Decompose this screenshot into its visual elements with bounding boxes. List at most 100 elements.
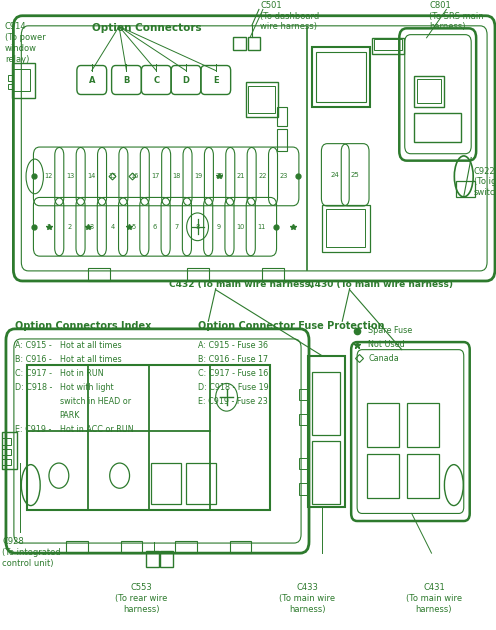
Bar — [308, 356, 345, 507]
Text: 3: 3 — [89, 224, 93, 230]
Text: 13: 13 — [66, 173, 74, 180]
Text: 20: 20 — [215, 173, 224, 180]
Bar — [312, 372, 340, 435]
Bar — [8, 84, 13, 89]
Text: D: C918 -: D: C918 - — [15, 383, 53, 392]
Text: Hot at all times: Hot at all times — [60, 355, 121, 364]
Text: 19: 19 — [194, 173, 202, 180]
Bar — [27, 365, 270, 510]
Bar — [175, 541, 197, 553]
Bar — [248, 37, 260, 50]
Text: C: C917 - Fuse 16: C: C917 - Fuse 16 — [198, 369, 269, 378]
Text: E: C919 -: E: C919 - — [15, 425, 52, 433]
Bar — [312, 47, 370, 107]
Text: C801
(To SRS main
harness): C801 (To SRS main harness) — [429, 1, 484, 31]
Text: 15: 15 — [109, 173, 117, 180]
Text: B: C916 - Fuse 17: B: C916 - Fuse 17 — [198, 355, 268, 364]
Text: E: E — [213, 76, 219, 84]
Text: C432 (To main wire harness): C432 (To main wire harness) — [169, 280, 314, 289]
Bar — [407, 454, 439, 498]
Text: 1: 1 — [47, 224, 51, 230]
Text: E: C919 - Fuse 23: E: C919 - Fuse 23 — [198, 397, 268, 406]
Bar — [277, 107, 287, 126]
Text: C922
(To ignition
switch): C922 (To ignition switch) — [474, 167, 496, 197]
Bar — [322, 205, 370, 252]
Text: Option Connector Fuse Protection: Option Connector Fuse Protection — [198, 321, 385, 331]
Text: 21: 21 — [237, 173, 245, 180]
Text: 12: 12 — [45, 173, 53, 180]
Bar — [2, 449, 11, 455]
Text: 18: 18 — [173, 173, 181, 180]
Bar — [8, 75, 13, 81]
Bar — [262, 268, 284, 281]
Bar — [299, 414, 308, 425]
Text: Canada: Canada — [368, 354, 399, 363]
Bar — [246, 82, 278, 117]
Text: B: B — [124, 76, 129, 84]
Text: A: C915 - Fuse 36: A: C915 - Fuse 36 — [198, 341, 268, 350]
Text: C: C — [153, 76, 159, 84]
Bar — [12, 63, 35, 98]
Text: Option Connectors Index: Option Connectors Index — [15, 321, 151, 331]
Bar — [146, 551, 159, 567]
Text: Hot in RUN: Hot in RUN — [60, 369, 103, 378]
Text: 17: 17 — [151, 173, 160, 180]
Text: C433
(To main wire
harness): C433 (To main wire harness) — [279, 583, 336, 614]
Bar — [326, 209, 365, 247]
Bar — [66, 541, 88, 553]
Text: 22: 22 — [258, 173, 266, 180]
Text: Hot at all times: Hot at all times — [60, 341, 121, 350]
Bar — [2, 438, 11, 445]
Bar — [12, 69, 30, 91]
Bar — [417, 79, 441, 103]
Text: 24: 24 — [331, 172, 340, 178]
Bar — [2, 432, 17, 469]
Text: switch in HEAD or: switch in HEAD or — [60, 397, 130, 406]
Text: 23: 23 — [280, 173, 288, 180]
Bar — [248, 86, 275, 113]
Bar — [414, 113, 461, 142]
Text: 7: 7 — [174, 224, 179, 230]
Text: C914
(To power
window
relay): C914 (To power window relay) — [5, 22, 46, 64]
Bar — [374, 39, 402, 50]
Text: 16: 16 — [130, 173, 138, 180]
Text: 4: 4 — [110, 224, 115, 230]
Bar — [316, 52, 366, 102]
Text: C501
(To dashboard
wire harness): C501 (To dashboard wire harness) — [260, 1, 319, 31]
Text: B: C916 -: B: C916 - — [15, 355, 52, 364]
Bar — [187, 268, 209, 281]
Text: 10: 10 — [236, 224, 245, 230]
Bar — [233, 37, 246, 50]
Text: Option Connectors: Option Connectors — [92, 23, 201, 33]
Text: A: A — [88, 76, 95, 84]
Text: 9: 9 — [217, 224, 221, 230]
Text: Hot with light: Hot with light — [60, 383, 113, 392]
Text: 14: 14 — [87, 173, 96, 180]
Text: D: D — [183, 76, 189, 84]
Bar — [367, 403, 399, 447]
Text: PARK: PARK — [60, 411, 80, 420]
Bar — [299, 389, 308, 400]
Text: Hot in ACC or RUN: Hot in ACC or RUN — [60, 425, 133, 433]
Text: C928
(To integrated
control unit): C928 (To integrated control unit) — [2, 537, 61, 568]
Text: 25: 25 — [351, 172, 360, 178]
Text: 8: 8 — [195, 224, 200, 230]
Text: D: C918 - Fuse 19: D: C918 - Fuse 19 — [198, 383, 269, 392]
Bar — [160, 551, 173, 567]
Bar — [151, 463, 181, 504]
Bar — [367, 454, 399, 498]
Bar — [299, 458, 308, 469]
Bar — [2, 459, 11, 465]
Text: 6: 6 — [153, 224, 157, 230]
Text: C: C917 -: C: C917 - — [15, 369, 53, 378]
Bar — [186, 463, 216, 504]
Bar — [230, 541, 251, 553]
Bar — [414, 76, 444, 107]
Text: 11: 11 — [257, 224, 265, 230]
Text: 2: 2 — [68, 224, 72, 230]
Text: 5: 5 — [131, 224, 136, 230]
Bar — [121, 541, 142, 553]
Bar — [372, 38, 404, 54]
Text: C431
(To main wire
harness): C431 (To main wire harness) — [406, 583, 462, 614]
Text: C430 (To main wire harness): C430 (To main wire harness) — [308, 280, 452, 289]
